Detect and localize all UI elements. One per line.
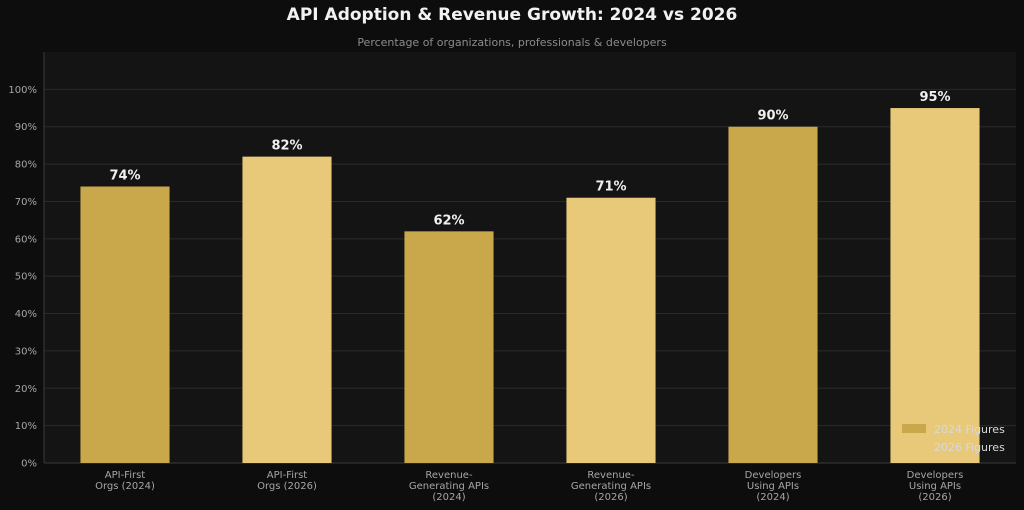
bar [890,108,980,463]
x-tick-label: Orgs (2024) [95,481,155,492]
legend: 2024 Figures 2026 Figures [902,423,1005,454]
x-tick-label: Using APIs [909,481,961,492]
y-tick-label: 80% [15,160,37,171]
y-tick-label: 30% [15,346,37,357]
data-label: 95% [919,90,950,105]
x-tick-label: Generating APIs [571,481,651,492]
legend-label: 2024 Figures [934,423,1005,436]
x-tick-label: Generating APIs [409,481,489,492]
x-tick-label: Developers [907,470,964,481]
y-tick-label: 10% [15,421,37,432]
chart-title: API Adoption & Revenue Growth: 2024 vs 2… [287,5,738,25]
legend-swatch [902,424,926,433]
bar [728,126,818,464]
grid-layer: 0% 10% 20% 30% 40% 50% 60% 70% 80% 90% 100% [8,52,1016,470]
plot-area [44,52,1016,463]
bar [80,186,170,463]
x-tick-label: Orgs (2026) [257,481,317,492]
data-label: 90% [757,109,788,124]
data-label: 74% [109,169,140,184]
bar [404,231,494,463]
y-tick-label: 100% [8,85,37,96]
x-tick-label: (2024) [756,492,789,503]
y-tick-label: 90% [15,122,37,133]
y-tick-label: 50% [15,272,37,283]
bar [566,197,656,463]
y-tick-label: 60% [15,234,37,245]
chart-subtitle: Percentage of organizations, professiona… [357,36,667,49]
legend-swatch [902,442,926,451]
x-tick-label: Revenue- [587,470,635,481]
data-label: 82% [271,139,302,154]
y-tick-label: 40% [15,309,37,320]
bar [242,156,332,464]
x-tick-label: API-First [105,470,146,481]
y-tick-label: 20% [15,384,37,395]
x-tick-label: API-First [267,470,308,481]
x-tick-label: (2026) [918,492,951,503]
y-tick-label: 70% [15,197,37,208]
x-tick-label: Revenue- [425,470,473,481]
x-tick-label: Developers [745,470,802,481]
data-label: 71% [595,180,626,195]
bars-layer [80,108,980,464]
legend-label: 2026 Figures [934,441,1005,454]
x-tick-label: (2024) [432,492,465,503]
x-tick-label: (2026) [594,492,627,503]
x-tick-label: Using APIs [747,481,799,492]
y-tick-label: 0% [21,459,37,470]
data-label: 62% [433,213,464,228]
